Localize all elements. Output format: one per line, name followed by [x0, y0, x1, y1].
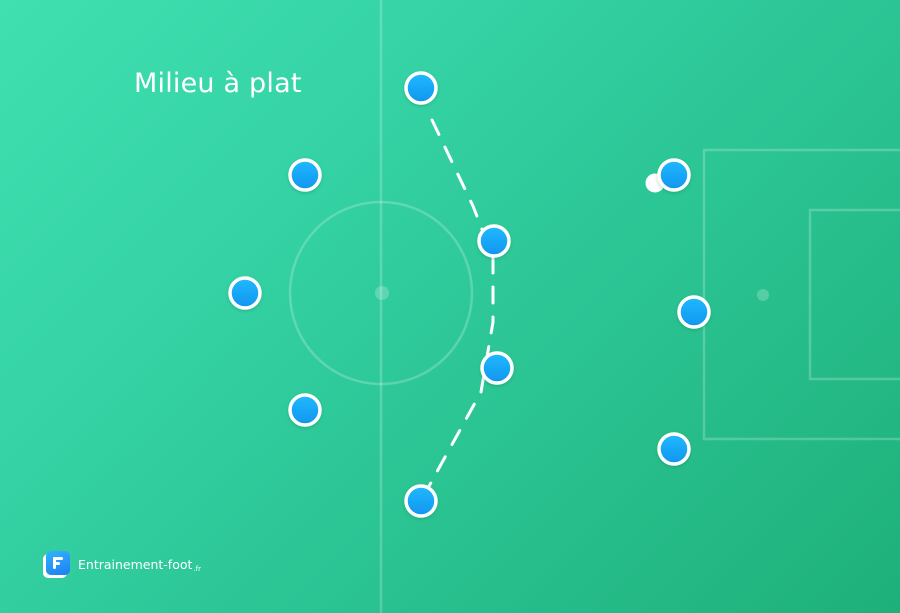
player-defender-3[interactable] — [288, 393, 322, 427]
brand-name: Entrainement-foot — [78, 556, 193, 572]
player-midfielder-1[interactable] — [404, 71, 438, 105]
brand-logo-icon — [46, 551, 70, 575]
player-defender-1[interactable] — [288, 158, 322, 192]
player-forward-1[interactable] — [657, 158, 691, 192]
center-spot — [375, 286, 389, 300]
player-forward-2[interactable] — [677, 295, 711, 329]
player-midfielder-2[interactable] — [477, 224, 511, 258]
brand-logo-block: Entrainement-foot.fr — [46, 551, 201, 575]
goal-area — [808, 208, 900, 381]
center-circle — [288, 200, 474, 386]
player-forward-3[interactable] — [657, 432, 691, 466]
midfield-connector-line — [426, 118, 495, 490]
player-midfielder-3[interactable] — [480, 351, 514, 385]
brand-tld: .fr — [193, 564, 201, 573]
penalty-spot — [757, 289, 769, 301]
penalty-area — [702, 148, 900, 441]
player-defender-2[interactable] — [228, 276, 262, 310]
diagram-title: Milieu à plat — [134, 68, 302, 99]
player-midfielder-4[interactable] — [404, 484, 438, 518]
